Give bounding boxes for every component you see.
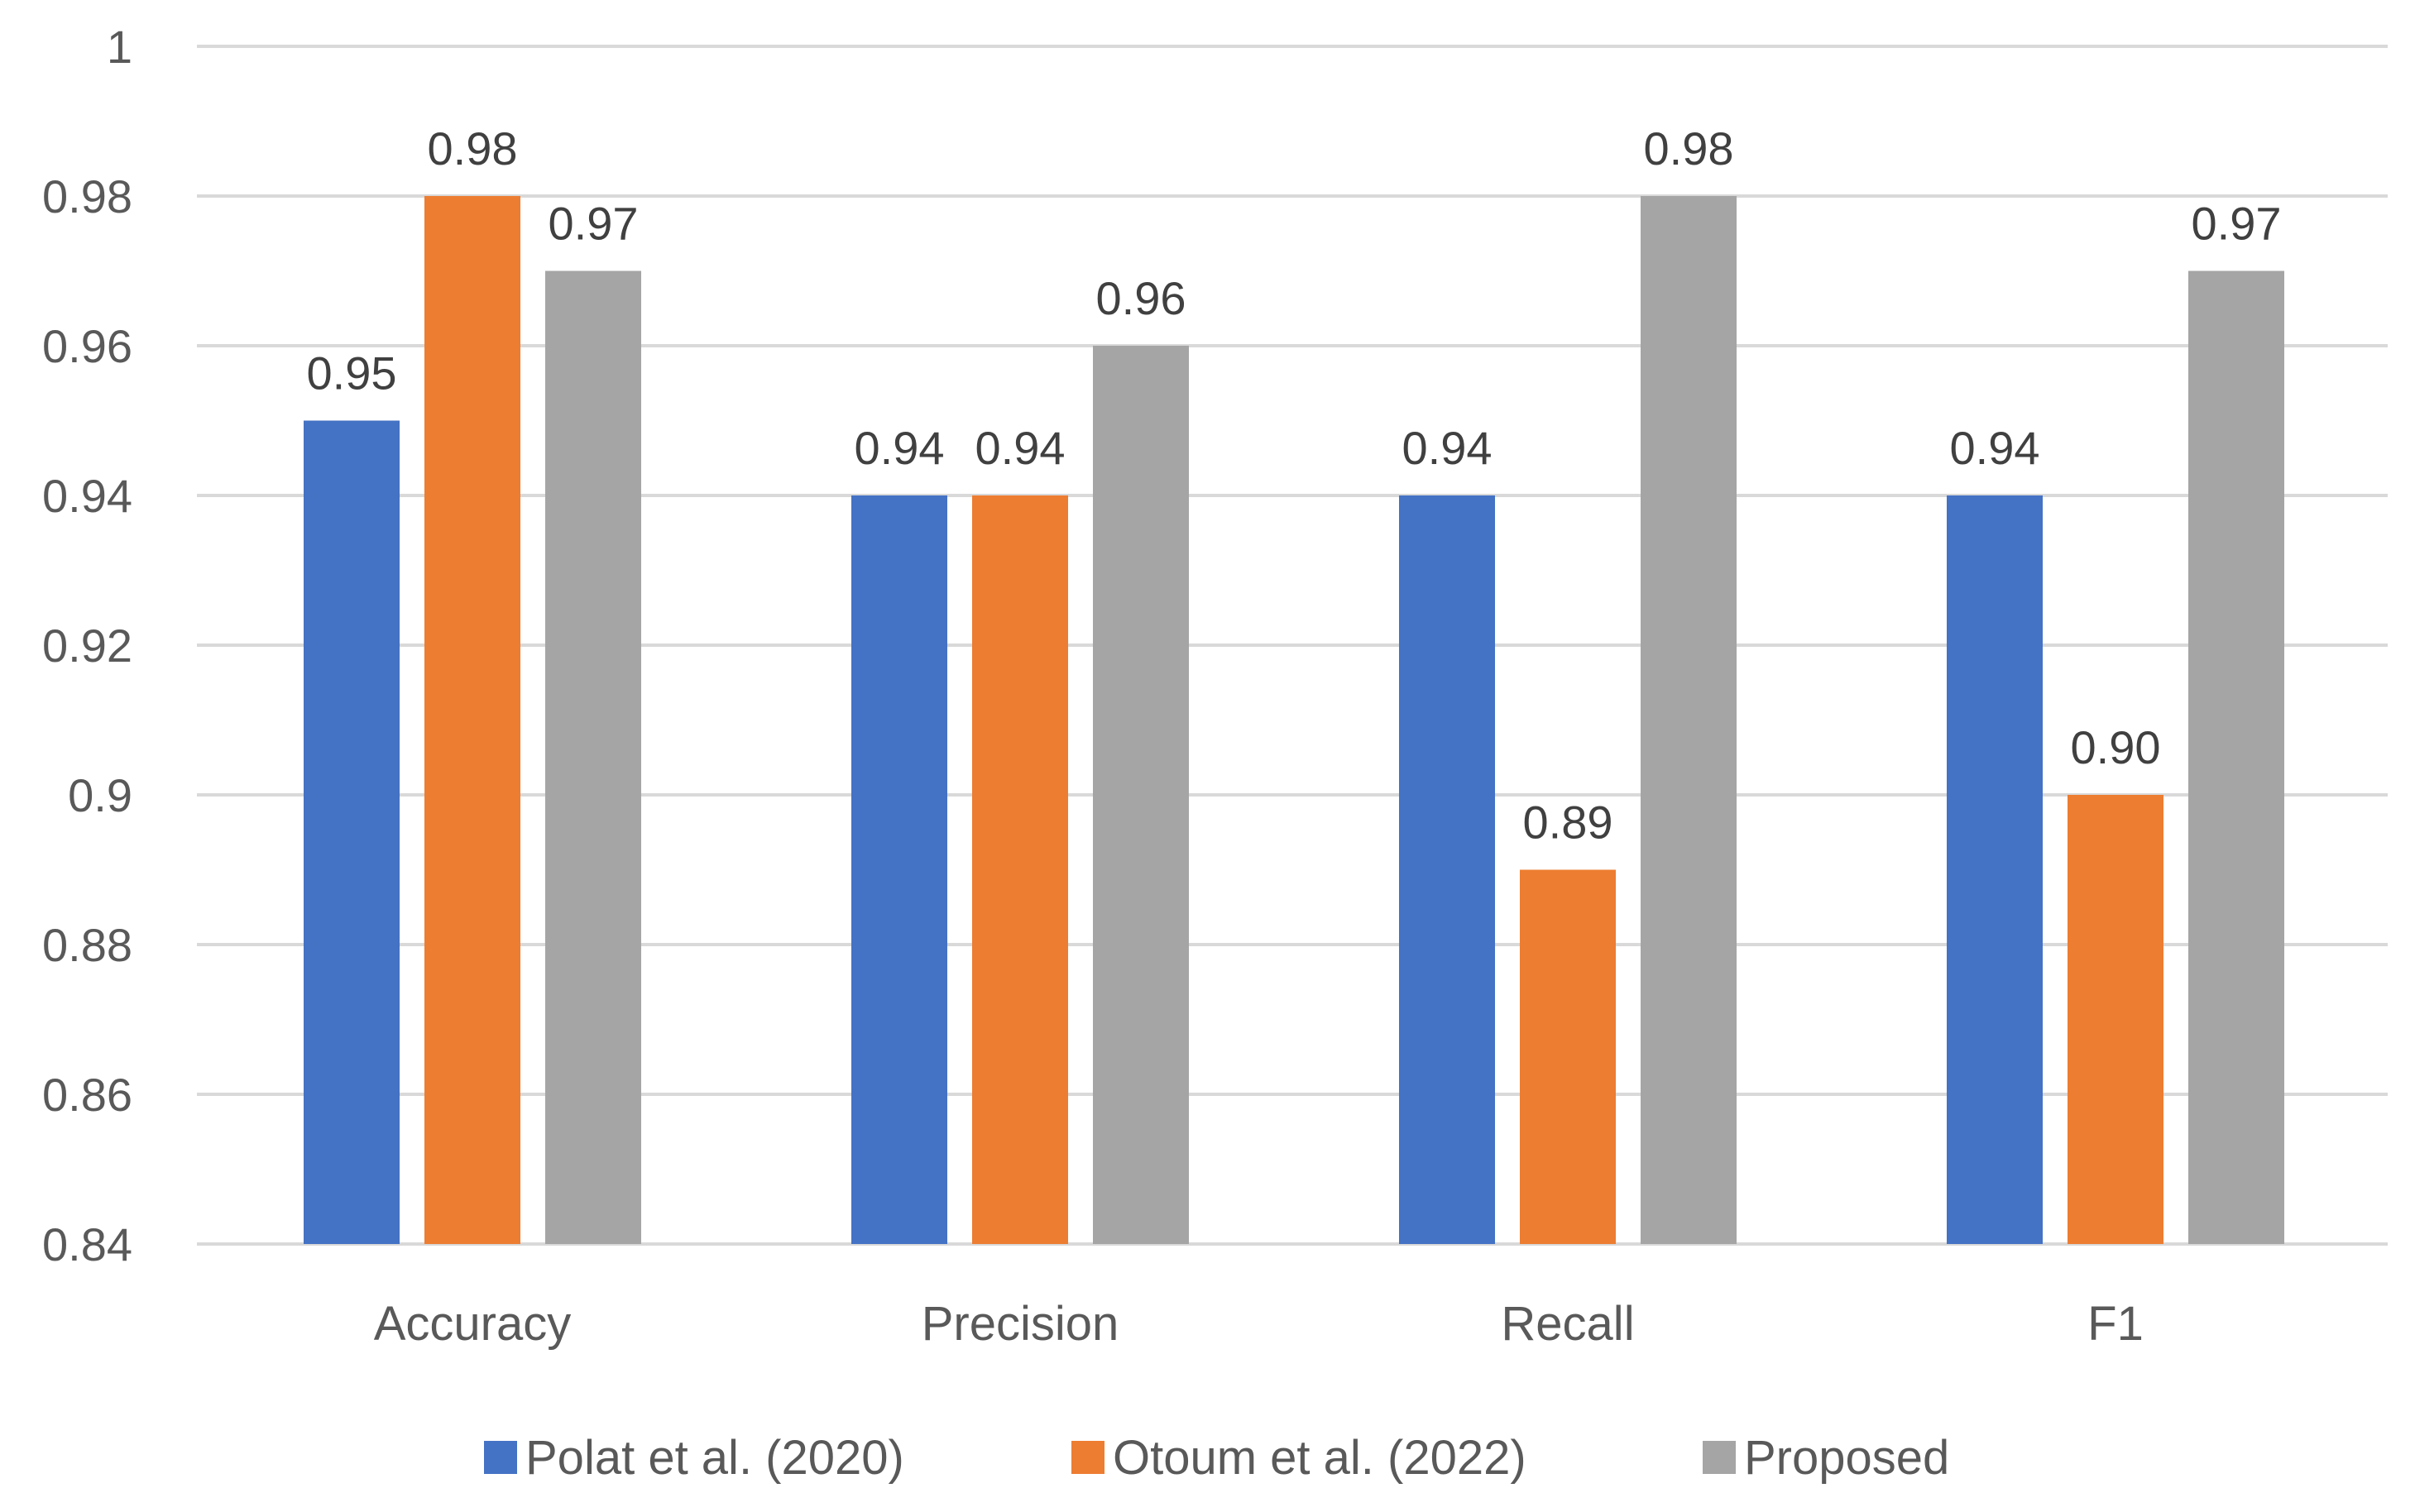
data-label: 0.94	[1402, 422, 1493, 474]
category-label: Recall	[1501, 1297, 1634, 1351]
data-label: 0.94	[855, 422, 945, 474]
category-label: Precision	[922, 1297, 1119, 1351]
bar	[972, 495, 1068, 1244]
data-label: 0.94	[1950, 422, 2040, 474]
category-label: F1	[2087, 1297, 2144, 1351]
data-label: 0.90	[2071, 721, 2161, 773]
bar	[2188, 270, 2284, 1244]
y-tick-label: 0.96	[42, 320, 132, 372]
legend-swatch	[484, 1441, 517, 1474]
y-tick-label: 0.9	[68, 769, 132, 821]
bars	[304, 196, 2284, 1244]
y-tick-label: 0.94	[42, 470, 132, 522]
bar	[1641, 196, 1737, 1244]
data-label: 0.98	[1644, 122, 1734, 175]
legend-label: Proposed	[1744, 1431, 1949, 1485]
data-label: 0.94	[975, 422, 1066, 474]
data-label: 0.97	[549, 198, 639, 250]
bar	[304, 420, 400, 1244]
x-axis-categories: Accuracy Precision Recall F1	[374, 1297, 2144, 1351]
legend-swatch	[1703, 1441, 1736, 1474]
bar	[1520, 869, 1616, 1244]
y-tick-label: 0.84	[42, 1218, 132, 1270]
y-tick-label: 1	[107, 21, 132, 73]
legend: Polat et al. (2020) Otoum et al. (2022) Pr…	[484, 1431, 1949, 1485]
legend-label: Otoum et al. (2022)	[1113, 1431, 1526, 1485]
y-tick-label: 0.98	[42, 170, 132, 222]
bar	[1399, 495, 1495, 1244]
bar	[545, 270, 641, 1244]
data-labels: 0.95 0.98 0.97 0.94 0.94 0.96 0.94 0.89 0.98 0.94…	[307, 122, 2282, 849]
data-label: 0.96	[1096, 272, 1186, 324]
legend-swatch	[1071, 1441, 1104, 1474]
y-tick-label: 0.86	[42, 1069, 132, 1121]
y-tick-label: 0.92	[42, 620, 132, 672]
bar	[424, 196, 520, 1244]
data-label: 0.98	[428, 122, 518, 175]
data-label: 0.97	[2192, 198, 2282, 250]
gridlines	[197, 45, 2388, 1246]
bar	[1093, 346, 1189, 1244]
y-axis-ticks: 0.84 0.86 0.88 0.9 0.92 0.94 0.96 0.98 1	[42, 21, 132, 1270]
y-tick-label: 0.88	[42, 919, 132, 971]
legend-label: Polat et al. (2020)	[525, 1431, 904, 1485]
bar	[851, 495, 947, 1244]
data-label: 0.89	[1523, 797, 1613, 849]
bar	[2068, 795, 2163, 1244]
category-label: Accuracy	[374, 1297, 572, 1351]
bar	[1947, 495, 2043, 1244]
data-label: 0.95	[307, 347, 397, 400]
